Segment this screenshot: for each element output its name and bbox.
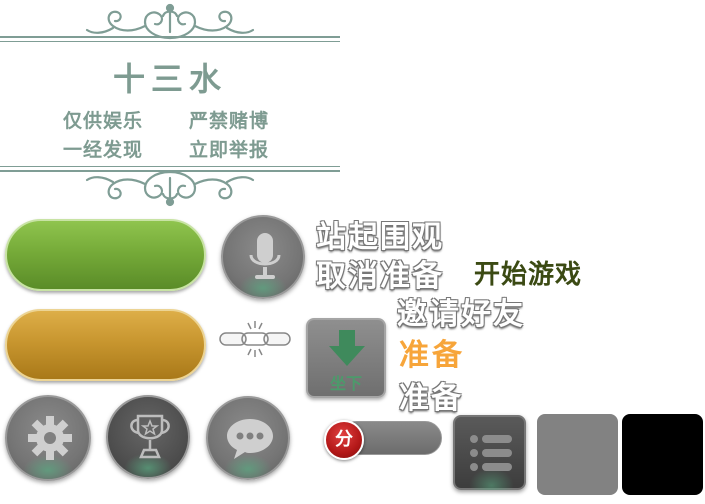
sit-down-button[interactable]: 坐下 bbox=[306, 318, 386, 398]
trophy-icon bbox=[130, 414, 170, 459]
score-toggle-knob[interactable]: 分 bbox=[324, 420, 364, 460]
green-button[interactable] bbox=[5, 219, 206, 291]
list-icon bbox=[470, 435, 512, 471]
bottom-rule-thin bbox=[0, 166, 340, 167]
black-tile[interactable] bbox=[622, 414, 703, 495]
chat-button[interactable] bbox=[206, 396, 290, 480]
notice-if-found: 一经发现 bbox=[63, 139, 144, 161]
notice-entertainment: 仅供娱乐 bbox=[63, 110, 144, 132]
orange-button[interactable] bbox=[5, 309, 206, 381]
download-arrow-icon bbox=[329, 330, 365, 366]
chat-bubble-icon bbox=[227, 419, 273, 459]
microphone-icon bbox=[249, 233, 281, 279]
settings-button[interactable] bbox=[5, 395, 91, 481]
stand-watch-label[interactable]: 站起围观 bbox=[316, 220, 444, 255]
sit-down-label: 坐下 bbox=[329, 374, 362, 393]
chain-link-icon bbox=[219, 321, 291, 357]
gray-tile[interactable] bbox=[537, 414, 618, 495]
ready-label[interactable]: 准备 bbox=[399, 381, 463, 416]
top-rule-thin bbox=[0, 41, 340, 42]
cancel-ready-label[interactable]: 取消准备 bbox=[316, 259, 444, 294]
top-ornament-icon bbox=[85, 3, 255, 40]
bottom-ornament-icon bbox=[85, 170, 255, 207]
invite-friends-label[interactable]: 邀请好友 bbox=[397, 297, 525, 332]
menu-button[interactable] bbox=[453, 415, 526, 490]
trophy-button[interactable] bbox=[106, 395, 190, 479]
notice-report: 立即举报 bbox=[189, 139, 270, 161]
game-title: 十三水 bbox=[112, 60, 227, 98]
top-rule bbox=[0, 36, 340, 38]
ready-active-label[interactable]: 准备 bbox=[399, 338, 465, 373]
voice-button[interactable] bbox=[221, 215, 305, 299]
gear-icon bbox=[28, 416, 72, 460]
start-game-label[interactable]: 开始游戏 bbox=[474, 260, 583, 290]
notice-no-gambling: 严禁赌博 bbox=[189, 110, 270, 132]
